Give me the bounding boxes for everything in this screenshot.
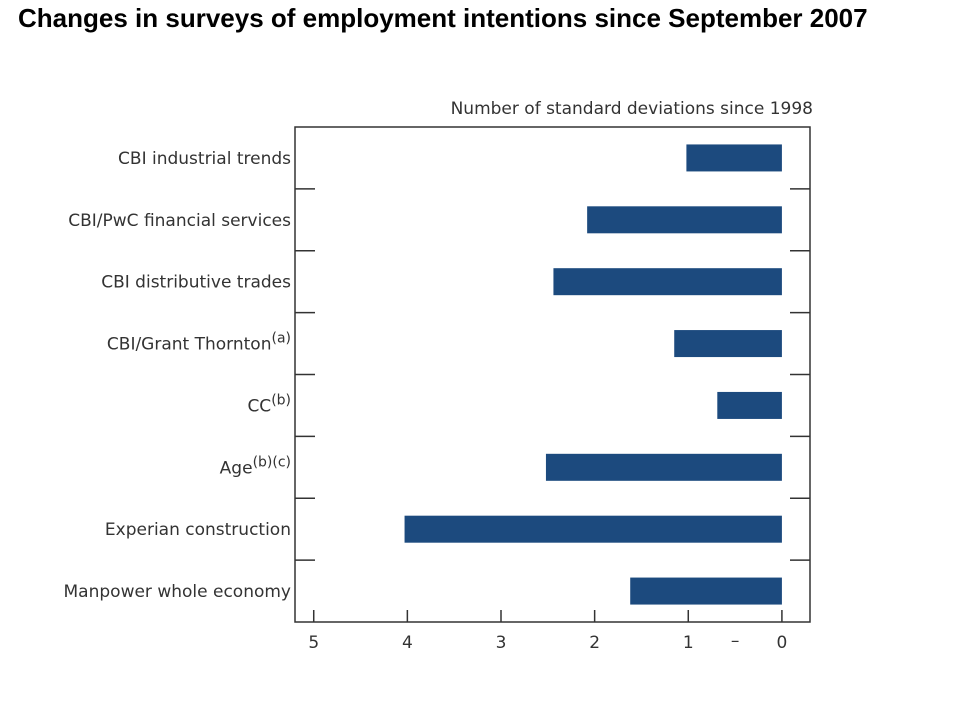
x-axis-ticks: 5 4 3 2 1 0 <box>308 610 787 653</box>
bar-8 <box>630 577 782 605</box>
category-label-8: Manpower whole economy <box>64 582 291 602</box>
category-label-4: CBI/Grant Thornton(a) <box>107 331 291 355</box>
slide-title: Changes in surveys of employment intenti… <box>18 3 868 33</box>
category-label-7: Experian construction <box>105 520 291 540</box>
x-tick-label-5: 1 <box>683 633 694 653</box>
bar-6 <box>545 453 782 481</box>
category-label-5: CC(b) <box>247 392 291 416</box>
bar-1 <box>686 144 782 172</box>
category-label-2: CBI/PwC financial services <box>68 211 291 231</box>
x-tick-label-2: 4 <box>402 633 413 653</box>
plot-frame <box>294 126 811 623</box>
category-label-3: CBI distributive trades <box>101 273 291 293</box>
x-tick-label-4: 2 <box>589 633 600 653</box>
bar-4 <box>674 330 782 358</box>
minus-sign: – <box>731 631 740 651</box>
x-tick-label-6: 0 <box>776 633 787 653</box>
bar-2 <box>587 206 782 234</box>
category-label-6: Age(b)(c) <box>220 454 291 478</box>
bar-7 <box>404 515 782 543</box>
bar-3 <box>553 268 782 296</box>
bars <box>404 144 782 605</box>
category-labels: CBI industrial trends CBI/PwC financial s… <box>64 149 292 602</box>
row-separators <box>295 188 810 561</box>
x-tick-label-3: 3 <box>496 633 507 653</box>
bar-5 <box>717 391 782 419</box>
unit-label: Number of standard deviations since 1998 <box>451 99 813 119</box>
category-label-1: CBI industrial trends <box>118 149 291 169</box>
x-tick-label-1: 5 <box>308 633 319 653</box>
